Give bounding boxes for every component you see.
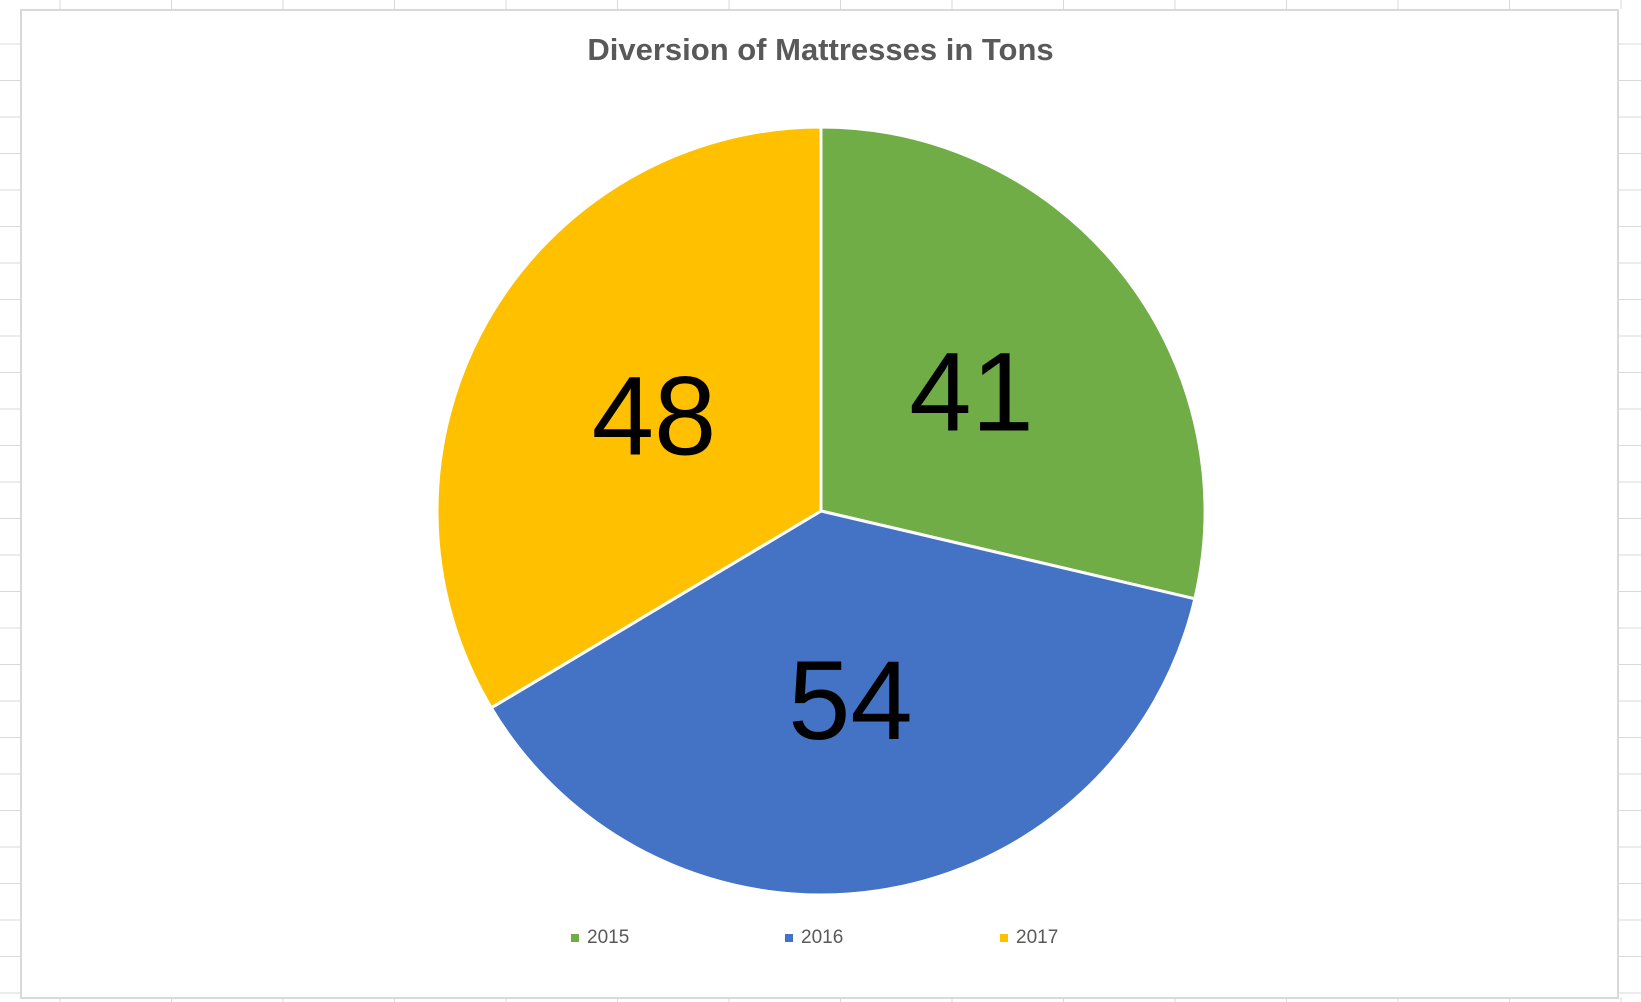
legend-label-2016: 2016 bbox=[801, 927, 844, 948]
legend-swatch-2016 bbox=[785, 934, 793, 942]
pie-slice-2016[interactable] bbox=[489, 509, 1197, 897]
legend-item-2016[interactable]: 2016 bbox=[785, 925, 843, 951]
pie-slice-2017[interactable] bbox=[435, 125, 823, 710]
data-label-2016: 54 bbox=[788, 638, 913, 763]
data-label-2017: 48 bbox=[592, 354, 717, 479]
legend-label-2017: 2017 bbox=[1016, 927, 1059, 948]
legend-item-2015[interactable]: 2015 bbox=[571, 925, 629, 951]
legend-label-2015: 2015 bbox=[587, 927, 630, 948]
data-label-2015: 41 bbox=[909, 329, 1034, 454]
chart-title: Diversion of Mattresses in Tons bbox=[587, 32, 1054, 67]
legend-swatch-2017 bbox=[1000, 934, 1008, 942]
legend-swatch-2015 bbox=[571, 934, 579, 942]
pie-slice-2015[interactable] bbox=[819, 125, 1207, 601]
legend-item-2017[interactable]: 2017 bbox=[1000, 925, 1058, 951]
